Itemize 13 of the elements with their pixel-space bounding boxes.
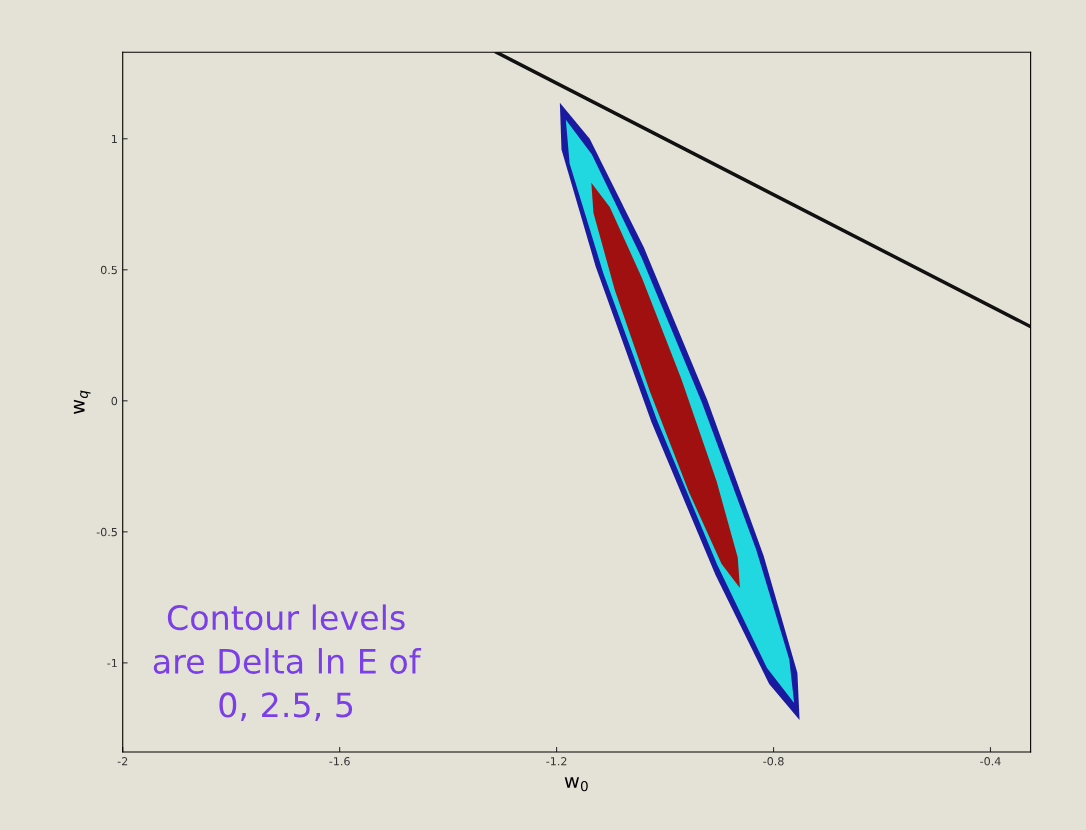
x-axis-title: w$_{0}$ xyxy=(564,777,588,792)
y-tick-label: 0 xyxy=(111,396,118,406)
annotation: Contour levels are Delta ln E of 0, 2.5, 5 xyxy=(153,604,422,721)
x-tick-label: -2 xyxy=(117,757,128,766)
x-tick-label: -0.8 xyxy=(763,757,784,766)
y-axis-title: w$_{q}$ xyxy=(73,390,91,414)
y-tick-label: 0.5 xyxy=(100,265,117,275)
y-tick-label: -0.5 xyxy=(96,527,117,537)
y-tick-label: -1 xyxy=(107,659,117,668)
x-tick-label: -0.4 xyxy=(980,757,1001,766)
x-tick-label: -1.2 xyxy=(546,757,567,766)
x-tick-label: -1.6 xyxy=(329,757,350,766)
y-tick-label: 1 xyxy=(112,134,117,143)
